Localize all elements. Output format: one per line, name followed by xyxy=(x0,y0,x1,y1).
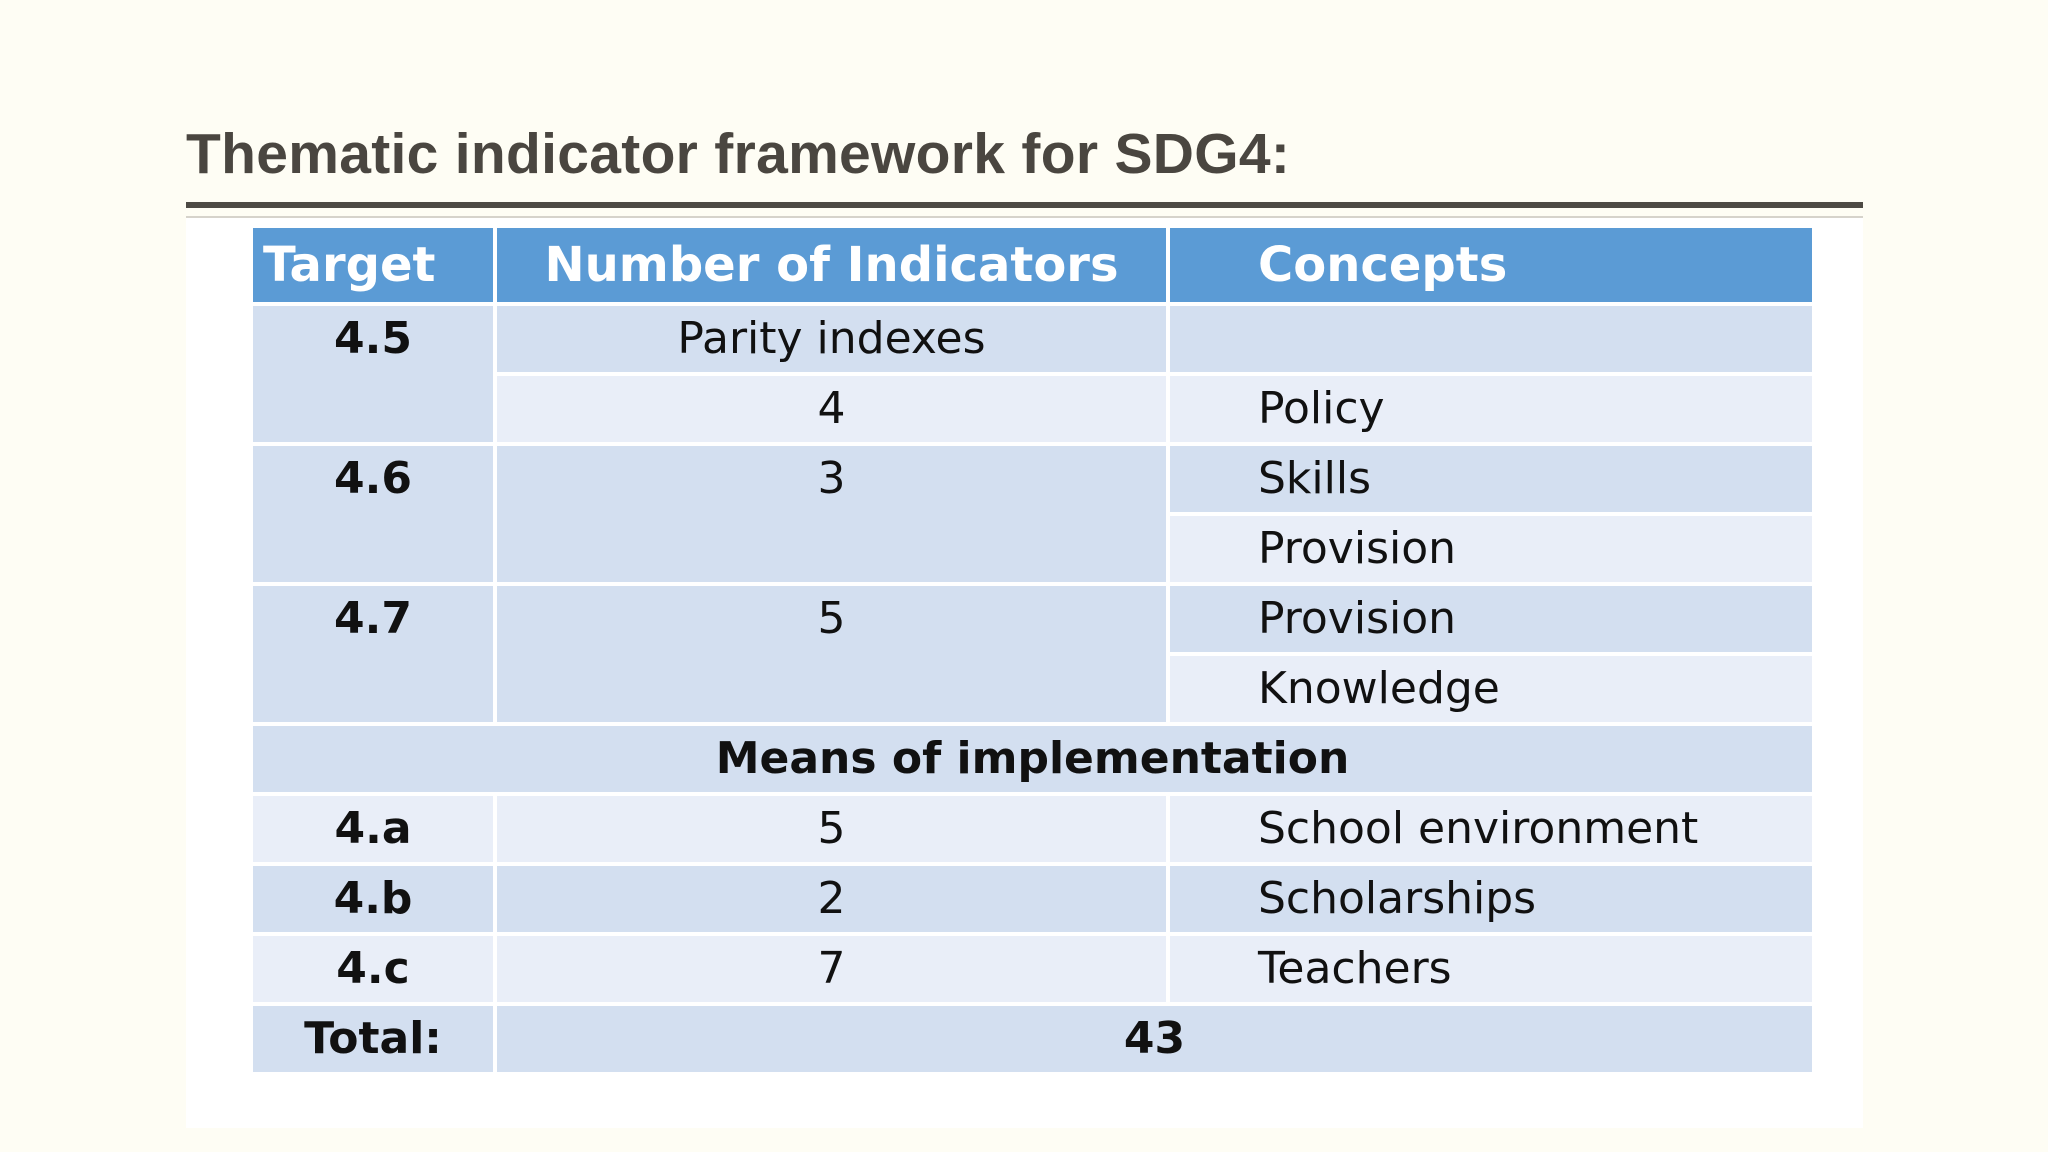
header-concepts: Concepts xyxy=(1166,224,1816,306)
section-row: Means of implementation xyxy=(249,722,1816,796)
indicator-count-cell: 3 xyxy=(493,442,1170,586)
header-number-of-indicators: Number of Indicators xyxy=(493,224,1170,306)
concept-cell: Teachers xyxy=(1166,932,1816,1006)
indicator-count-cell: Parity indexes xyxy=(493,302,1170,376)
title-underline-thin xyxy=(186,216,1863,218)
concept-cell: School environment xyxy=(1166,792,1816,866)
indicator-count-cell: 5 xyxy=(493,582,1170,726)
indicator-count-cell: 4 xyxy=(493,372,1170,446)
table-row: 4.5 Parity indexes xyxy=(249,302,1816,446)
table-header-row: Target Number of Indicators Concepts xyxy=(249,224,1816,306)
target-cell: 4.a xyxy=(249,792,497,866)
indicator-count-cell: 7 xyxy=(493,932,1170,1006)
table-row: 4.7 5 Provision xyxy=(249,582,1816,726)
total-label: Total: xyxy=(249,1002,497,1076)
target-cell: 4.6 xyxy=(249,442,497,586)
title-underline xyxy=(186,202,1863,208)
total-value: 43 xyxy=(493,1002,1816,1076)
header-target: Target xyxy=(249,224,497,306)
table-row: 4.c 7 Teachers xyxy=(249,932,1816,1006)
target-cell: 4.7 xyxy=(249,582,497,726)
indicator-count-cell: 2 xyxy=(493,862,1170,936)
concept-cell xyxy=(1166,302,1816,376)
indicator-count-cell: 5 xyxy=(493,792,1170,866)
table-row: Provision xyxy=(251,512,1816,586)
concept-cell: Scholarships xyxy=(1166,862,1816,936)
table-row: 4.6 3 Skills xyxy=(249,442,1816,586)
concept-cell: Knowledge xyxy=(1166,652,1816,726)
target-cell: 4.c xyxy=(249,932,497,1006)
indicator-framework-table: Target Number of Indicators Concepts 4.5… xyxy=(249,224,1816,1076)
concept-cell: Provision xyxy=(1166,582,1816,656)
slide-title: Thematic indicator framework for SDG4: xyxy=(186,122,1291,186)
target-cell: 4.5 xyxy=(249,302,497,446)
total-row: Total: 43 xyxy=(249,1002,1816,1076)
concept-cell: Skills xyxy=(1166,442,1816,516)
table-row: 4.a 5 School environment xyxy=(249,792,1816,866)
section-heading-means-of-implementation: Means of implementation xyxy=(249,722,1816,796)
table-row: 4 Policy xyxy=(251,372,1816,446)
concept-cell: Policy xyxy=(1166,372,1816,446)
target-cell: 4.b xyxy=(249,862,497,936)
concept-cell: Provision xyxy=(1166,512,1816,586)
table-row: 4.b 2 Scholarships xyxy=(249,862,1816,936)
table-row: Knowledge xyxy=(251,652,1816,726)
